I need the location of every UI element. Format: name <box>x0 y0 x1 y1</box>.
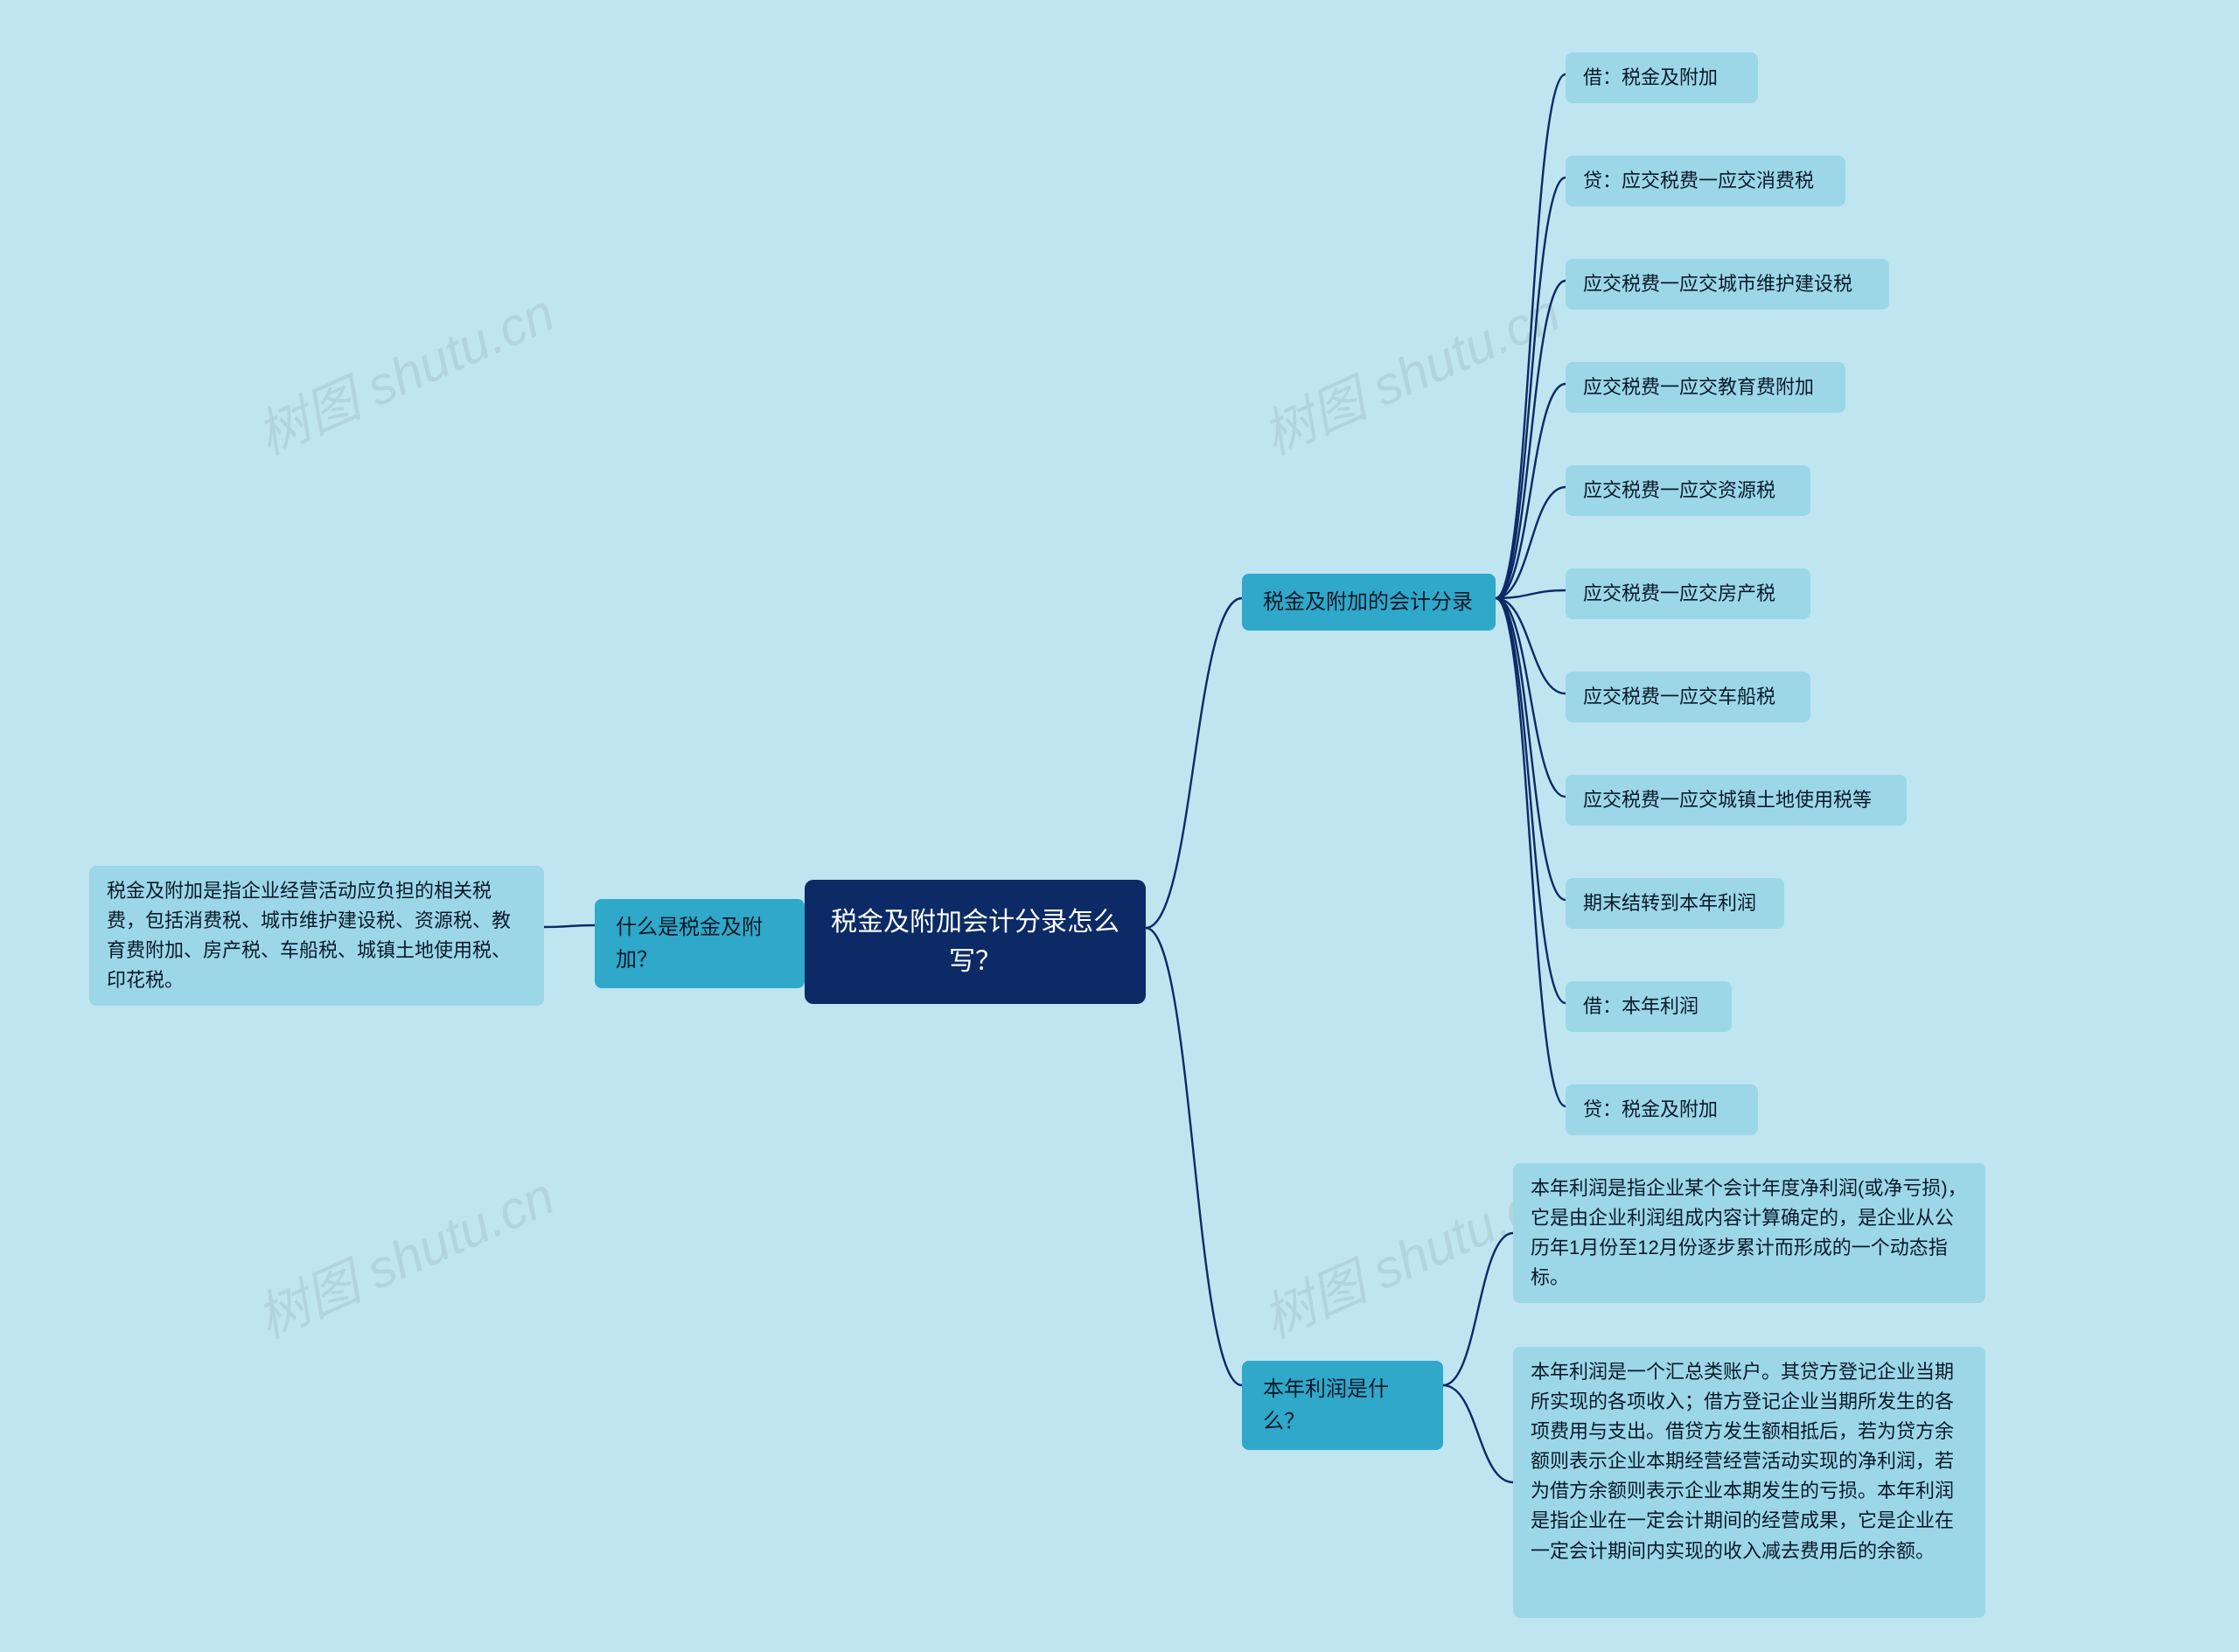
left-leaf: 税金及附加是指企业经营活动应负担的相关税费，包括消费税、城市维护建设税、资源税、… <box>89 866 544 1006</box>
right-leaf-0-4: 应交税费一应交资源税 <box>1566 465 1810 516</box>
right-leaf-0-6: 应交税费一应交车船税 <box>1566 672 1810 722</box>
connector <box>1496 74 1566 598</box>
left-branch: 什么是税金及附加？ <box>595 899 805 988</box>
right-leaf-0-2: 应交税费一应交城市维护建设税 <box>1566 259 1889 310</box>
connector <box>1496 598 1566 1003</box>
root-node: 税金及附加会计分录怎么写？ <box>805 880 1146 1004</box>
right-leaf-0-10: 贷：税金及附加 <box>1566 1084 1758 1135</box>
connector <box>1496 178 1566 598</box>
right-branch-1: 本年利润是什么？ <box>1242 1361 1443 1450</box>
connector <box>1496 598 1566 1106</box>
right-branch-0: 税金及附加的会计分录 <box>1242 574 1496 631</box>
right-leaf-0-3: 应交税费一应交教育费附加 <box>1566 362 1845 413</box>
right-leaf-0-8: 期末结转到本年利润 <box>1566 878 1784 929</box>
right-leaf-0-5: 应交税费一应交房产税 <box>1566 568 1810 619</box>
connector <box>1496 598 1566 797</box>
right-leaf-0-1: 贷：应交税费一应交消费税 <box>1566 156 1845 206</box>
connector <box>544 925 595 927</box>
right-leaf-0-9: 借：本年利润 <box>1566 981 1732 1032</box>
right-leaf-0-7: 应交税费一应交城镇土地使用税等 <box>1566 775 1907 826</box>
connector <box>1443 1233 1513 1385</box>
connector <box>1146 598 1242 928</box>
right-leaf-1-0: 本年利润是指企业某个会计年度净利润(或净亏损)，它是由企业利润组成内容计算确定的… <box>1513 1163 1985 1303</box>
right-leaf-1-1: 本年利润是一个汇总类账户。其贷方登记企业当期所实现的各项收入；借方登记企业当期所… <box>1513 1347 1985 1618</box>
connector <box>1443 1385 1513 1482</box>
connector <box>1146 928 1242 1385</box>
right-leaf-0-0: 借：税金及附加 <box>1566 52 1758 103</box>
